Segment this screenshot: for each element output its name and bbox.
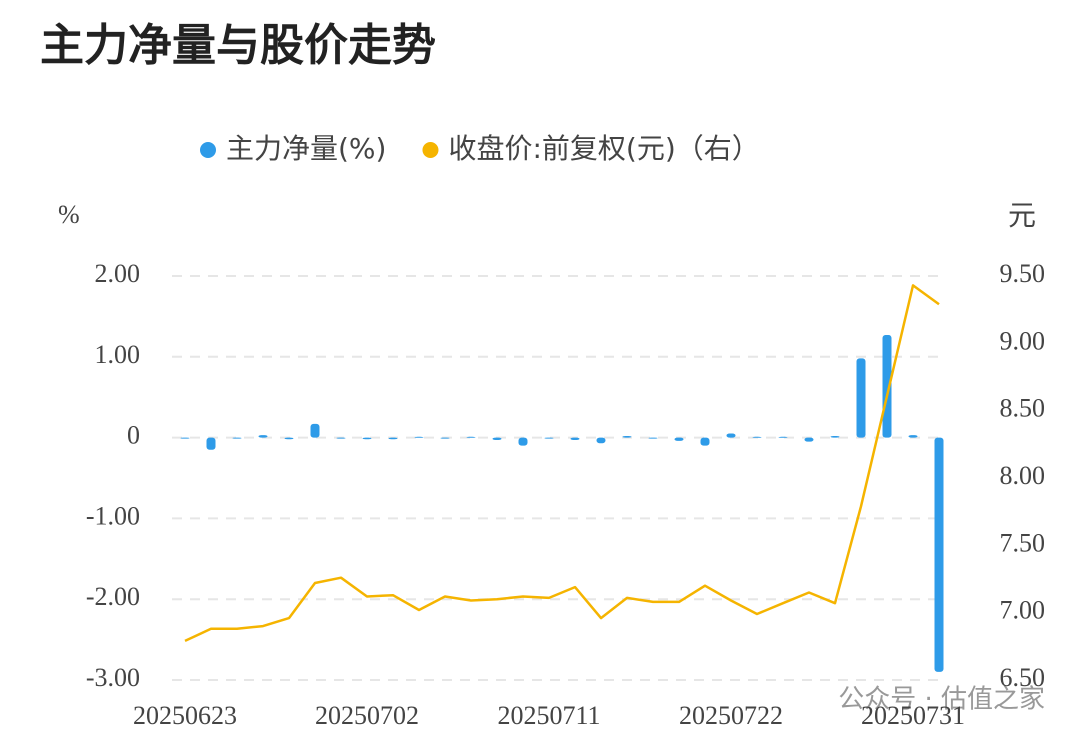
bar — [362, 437, 372, 440]
y2-tick-label: 6.50 — [1000, 663, 1046, 692]
bar — [856, 358, 866, 438]
watermark: 公众号 · 估值之家 — [838, 685, 1045, 715]
y2-axis-label: 元 — [1008, 199, 1036, 232]
bar — [206, 437, 216, 450]
y-tick-label: 0 — [127, 421, 140, 450]
bar — [518, 437, 528, 446]
legend-marker — [200, 142, 216, 158]
bar — [674, 437, 684, 441]
legend-marker — [422, 142, 439, 158]
bar — [336, 437, 346, 439]
bar — [310, 423, 320, 438]
bar — [908, 435, 918, 438]
x-tick-label: 20250702 — [315, 701, 419, 730]
bar — [284, 437, 294, 440]
bar — [180, 437, 190, 439]
bar — [570, 437, 580, 441]
bar — [596, 437, 606, 444]
line — [184, 284, 940, 643]
bar — [700, 437, 710, 446]
x-tick-label: 20250722 — [679, 701, 783, 730]
bar — [752, 436, 762, 438]
bar — [830, 435, 840, 438]
y2-tick-label: 8.00 — [1000, 461, 1046, 490]
bar — [544, 437, 554, 439]
bar — [726, 433, 736, 438]
bar — [804, 437, 814, 442]
bar — [440, 437, 450, 439]
x-tick-label: 20250623 — [133, 701, 237, 730]
y-tick-label: -3.00 — [86, 663, 140, 692]
bar — [622, 435, 632, 438]
legend-label: 主力净量(%) — [226, 132, 386, 165]
y2-tick-label: 9.50 — [1000, 259, 1046, 288]
bar — [934, 437, 944, 672]
y-tick-label: -2.00 — [86, 582, 140, 611]
x-tick-label: 20250711 — [497, 701, 600, 730]
y-tick-label: -1.00 — [86, 501, 140, 530]
y-axis-label: % — [58, 200, 80, 229]
y-tick-label: 2.00 — [95, 259, 141, 288]
bar — [492, 437, 502, 441]
bar — [388, 437, 398, 440]
bar — [258, 435, 268, 438]
bar — [882, 334, 892, 438]
y2-tick-label: 8.50 — [1000, 394, 1046, 423]
y2-tick-label: 7.00 — [1000, 596, 1046, 625]
bar — [648, 437, 658, 439]
x-tick-label: 20250731 — [861, 701, 965, 730]
legend-label: 收盘价:前复权(元)（右） — [448, 132, 759, 165]
y2-tick-label: 9.00 — [1000, 326, 1046, 355]
y2-tick-label: 7.50 — [1000, 528, 1046, 557]
bar — [778, 436, 788, 438]
bar — [466, 436, 476, 438]
chart-title: 主力净量与股价走势 — [40, 20, 436, 71]
y-tick-label: 1.00 — [95, 340, 141, 369]
bar — [414, 436, 424, 438]
bar — [232, 437, 242, 439]
